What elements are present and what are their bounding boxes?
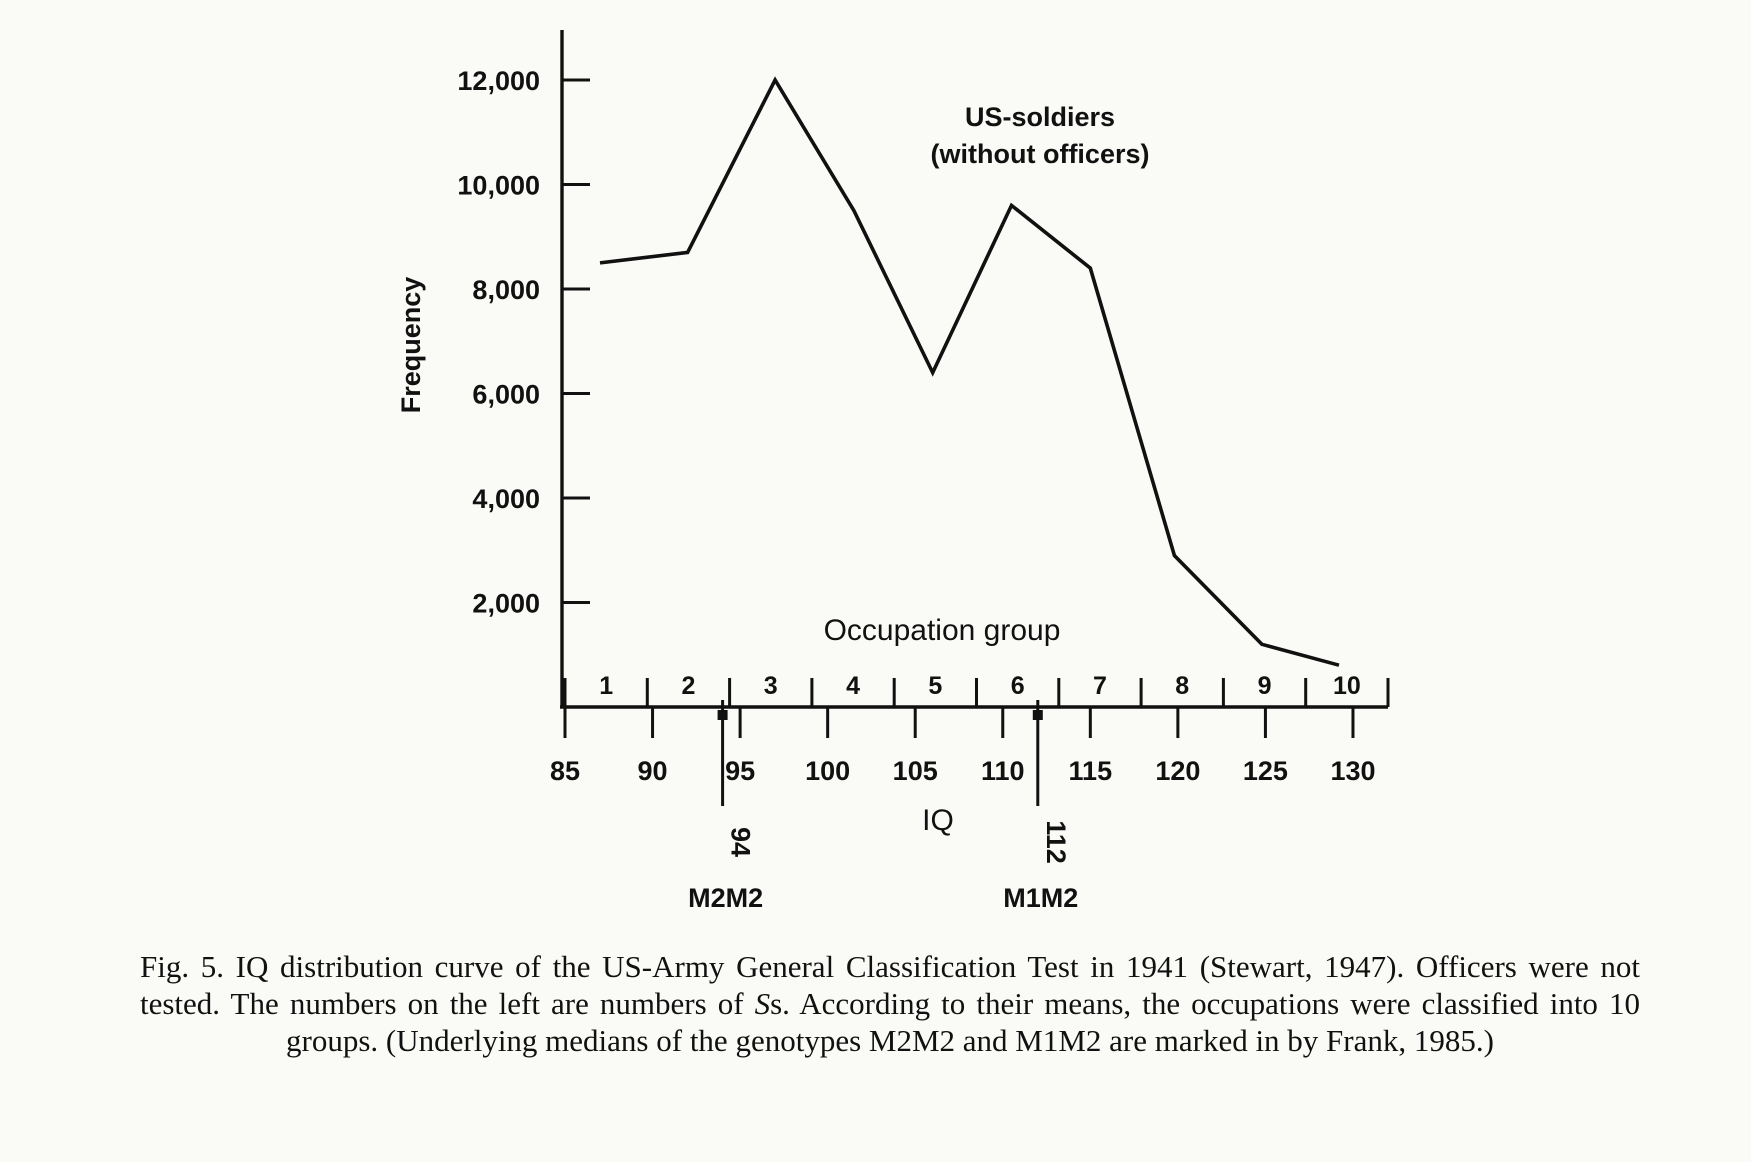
median-marker-value: 112 bbox=[1041, 820, 1071, 864]
group-label: 10 bbox=[1333, 672, 1361, 700]
genotype-label: M1M2 bbox=[1003, 883, 1078, 913]
group-label: 5 bbox=[928, 672, 942, 700]
x-tick-label: 85 bbox=[550, 756, 580, 786]
frequency-curve bbox=[599, 76, 1340, 667]
curve-annotation: (without officers) bbox=[931, 139, 1150, 169]
x-tick-label: 120 bbox=[1155, 756, 1200, 786]
x-tick-label: 90 bbox=[638, 756, 668, 786]
x-tick-label: 110 bbox=[981, 756, 1025, 786]
y-tick-label: 2,000 bbox=[472, 589, 540, 619]
group-label: 3 bbox=[764, 672, 778, 700]
median-marker-dot bbox=[1032, 710, 1043, 720]
group-label: 6 bbox=[1011, 672, 1025, 700]
x-tick-label: 95 bbox=[725, 756, 755, 786]
y-tick-label: 6,000 bbox=[472, 380, 540, 410]
group-label: 9 bbox=[1258, 672, 1272, 700]
x-tick-label: 130 bbox=[1330, 756, 1375, 786]
y-tick-label: 12,000 bbox=[457, 66, 540, 96]
group-label: 1 bbox=[599, 672, 613, 700]
figure-caption: Fig. 5. IQ distribution curve of the US-… bbox=[140, 948, 1640, 1059]
x-tick-label: 105 bbox=[893, 756, 938, 786]
x-axis-title: IQ bbox=[922, 804, 954, 837]
median-marker-dot bbox=[717, 710, 728, 720]
caption-italic-s: S bbox=[754, 986, 771, 1021]
genotype-label: M2M2 bbox=[688, 883, 763, 913]
group-label: 2 bbox=[681, 672, 695, 700]
group-axis-title: Occupation group bbox=[824, 614, 1061, 647]
caption-text-part-1: IQ distribution curve of the US-Army Gen… bbox=[140, 949, 1640, 1021]
y-tick-label: 8,000 bbox=[472, 275, 540, 305]
group-label: 4 bbox=[846, 672, 860, 700]
group-label: 7 bbox=[1093, 672, 1107, 700]
median-marker-value: 94 bbox=[726, 827, 756, 857]
y-axis-title: Frequency bbox=[396, 277, 426, 414]
y-tick-label: 4,000 bbox=[472, 484, 540, 514]
group-label: 8 bbox=[1175, 672, 1189, 700]
x-tick-label: 115 bbox=[1069, 756, 1113, 786]
curve-annotation: US-soldiers bbox=[965, 102, 1115, 132]
figure: 2,000 4,000 6,000 8,000 10,000 12,000 Frequenc… bbox=[396, 30, 1390, 913]
caption-fig-label: Fig. 5. bbox=[140, 949, 225, 984]
x-tick-label: 100 bbox=[805, 756, 850, 786]
caption-text-part-2: s. According to their means, the occupat… bbox=[286, 986, 1640, 1058]
x-tick-label: 125 bbox=[1243, 756, 1288, 786]
iq-frequency-chart: 2,000 4,000 6,000 8,000 10,000 12,000 Frequenc… bbox=[396, 30, 1390, 913]
y-tick-label: 10,000 bbox=[457, 171, 540, 201]
